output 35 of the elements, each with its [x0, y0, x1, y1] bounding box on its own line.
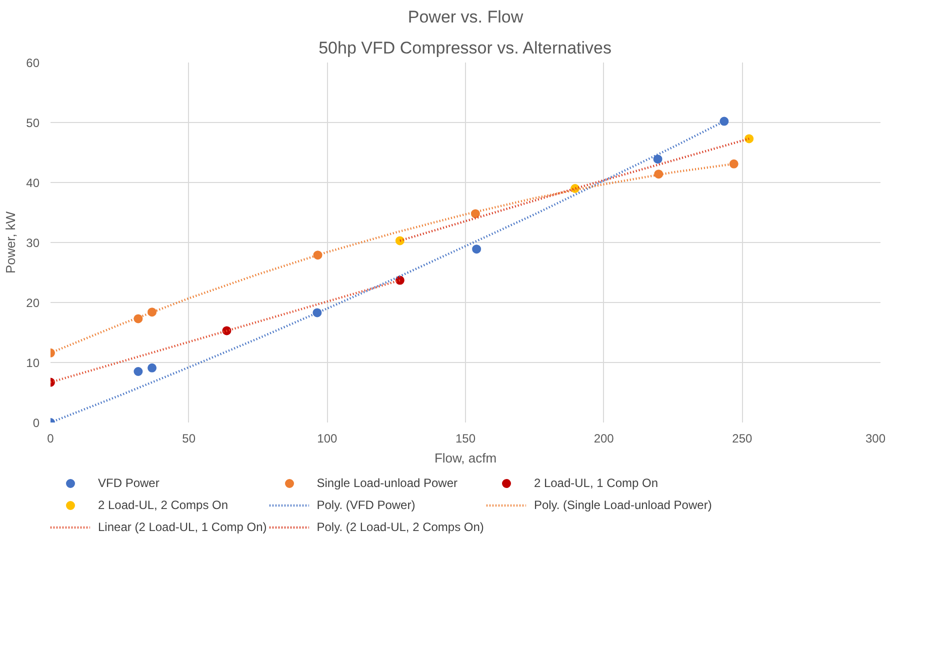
- x-tick-label: 250: [732, 432, 753, 446]
- y-tick-label: 0: [32, 416, 40, 430]
- point: [654, 170, 664, 179]
- legend-label: Linear (2 Load-UL, 1 Comp On): [98, 520, 267, 534]
- x-tick-label: 300: [865, 432, 886, 446]
- point: [729, 159, 738, 168]
- point: [720, 116, 729, 126]
- x-tick-label: 150: [455, 432, 476, 446]
- legend-label: VFD Power: [98, 476, 160, 490]
- x-axis-title: Flow, acfm: [434, 450, 497, 466]
- y-tick-label: 20: [26, 296, 40, 310]
- point: [653, 154, 662, 164]
- x-tick-label: 100: [317, 432, 338, 446]
- legend-label: Poly. (Single Load-unload Power): [534, 498, 712, 512]
- y-tick-label: 50: [26, 116, 40, 130]
- legend-label: 2 Load-UL, 2 Comps On: [98, 498, 228, 512]
- y-axis-title: Power, kW: [3, 210, 18, 274]
- x-tick-label: 50: [182, 432, 196, 446]
- point: [472, 244, 482, 254]
- legend-label: Poly. (VFD Power): [316, 498, 416, 512]
- point: [395, 236, 404, 246]
- legend-label: Single Load-unload Power: [316, 476, 458, 490]
- point: [148, 363, 157, 372]
- legend-label: 2 Load-UL, 1 Comp On: [534, 476, 658, 490]
- point: [134, 367, 143, 376]
- chart-title: Power vs. Flow: [408, 8, 524, 26]
- y-tick-label: 40: [26, 176, 40, 190]
- y-tick-label: 10: [26, 356, 40, 370]
- y-tick-label: 60: [26, 56, 40, 70]
- chart-subtitle: 50hp VFD Compressor vs. Alternatives: [318, 38, 612, 58]
- point: [744, 134, 754, 144]
- x-tick-label: 0: [47, 432, 54, 446]
- x-tick-label: 200: [594, 432, 614, 446]
- y-tick-label: 30: [26, 236, 40, 250]
- legend-label: Poly. (2 Load-UL, 2 Comps On): [316, 520, 484, 534]
